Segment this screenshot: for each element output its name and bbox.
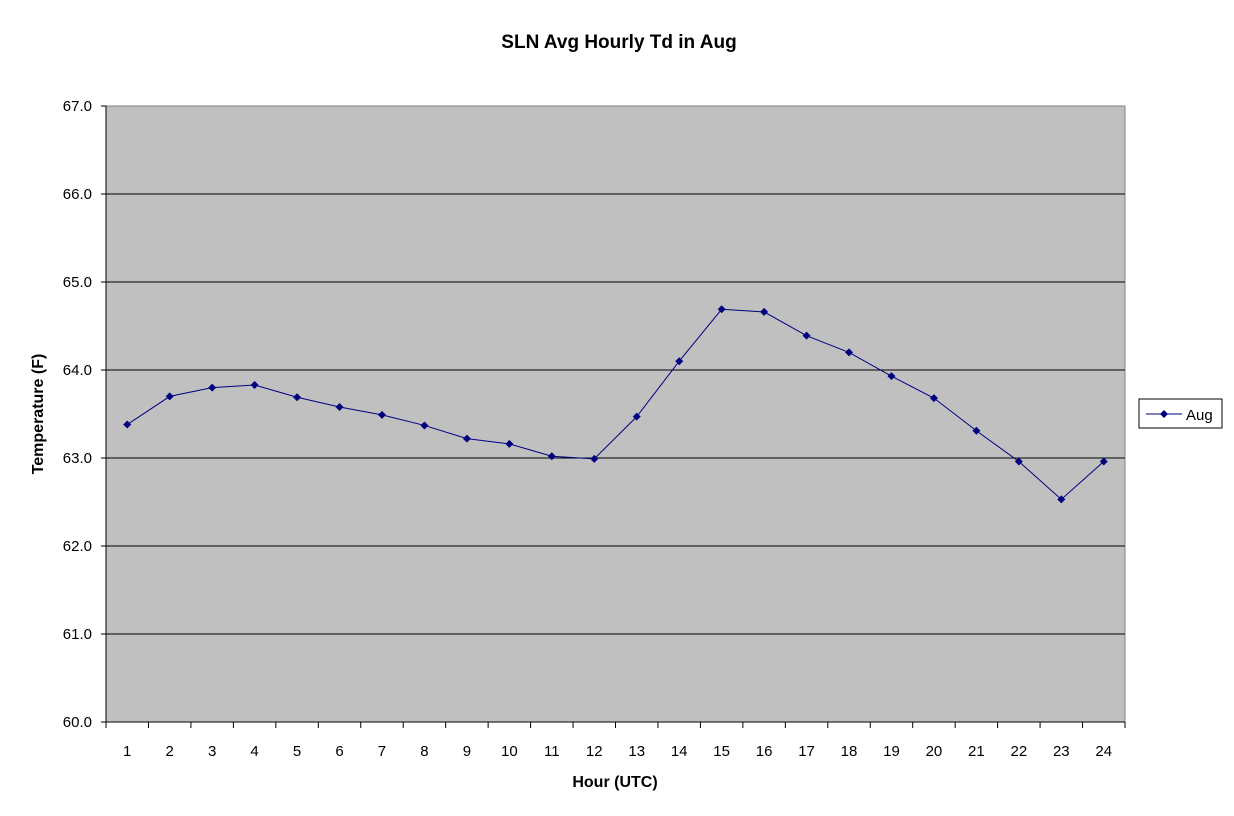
x-axis-title: Hour (UTC) <box>572 774 657 791</box>
x-tick-label: 9 <box>463 743 471 760</box>
y-tick-label: 67.0 <box>63 98 92 115</box>
x-tick-label: 10 <box>501 743 518 760</box>
legend: Aug <box>1138 398 1223 429</box>
data-point <box>717 305 726 314</box>
y-tick-label: 61.0 <box>63 626 92 643</box>
x-tick-label: 20 <box>926 743 943 760</box>
y-axis-title: Temperature (F) <box>30 354 47 475</box>
x-tick-label: 1 <box>123 743 131 760</box>
y-axis: 60.0 61.0 62.0 63.0 64.0 65.0 66.0 67.0 <box>63 98 107 731</box>
y-tick-label: 65.0 <box>63 274 92 291</box>
series-aug <box>123 305 1108 504</box>
data-point <box>1014 457 1023 466</box>
data-point <box>377 410 386 419</box>
plot-area <box>105 105 1126 723</box>
series-line <box>126 308 1105 501</box>
gridlines <box>106 193 1125 635</box>
data-point <box>335 402 344 411</box>
x-tick-label: 15 <box>713 743 730 760</box>
x-tick-label: 5 <box>293 743 301 760</box>
data-point <box>1099 457 1108 466</box>
data-point <box>420 421 429 430</box>
y-tick-label: 66.0 <box>63 186 92 203</box>
data-point <box>165 392 174 401</box>
x-tick-label: 23 <box>1053 743 1070 760</box>
data-point <box>123 420 132 429</box>
y-tick-label: 63.0 <box>63 450 92 467</box>
data-point <box>547 452 556 461</box>
x-tick-label: 8 <box>420 743 428 760</box>
x-tick-label: 22 <box>1011 743 1028 760</box>
legend-marker-icon <box>1160 410 1168 418</box>
data-point <box>760 307 769 316</box>
x-tick-label: 18 <box>841 743 858 760</box>
data-point <box>1057 495 1066 504</box>
data-point <box>462 434 471 443</box>
data-point <box>632 412 641 421</box>
y-tick-label: 64.0 <box>63 362 92 379</box>
data-point <box>802 331 811 340</box>
x-tick-label: 24 <box>1095 743 1112 760</box>
x-tick-label: 6 <box>335 743 343 760</box>
data-point <box>208 383 217 392</box>
x-tick-label: 14 <box>671 743 688 760</box>
x-tick-label: 12 <box>586 743 603 760</box>
data-point <box>293 393 302 402</box>
data-point <box>675 357 684 366</box>
x-tick-label: 2 <box>166 743 174 760</box>
x-tick-label: 4 <box>250 743 258 760</box>
x-axis: 1 2 3 4 5 6 7 8 9 10 11 12 13 14 15 16 17 18 19 20 21 22 23 24 <box>105 721 1126 760</box>
x-tick-label: 17 <box>798 743 815 760</box>
chart-title: SLN Avg Hourly Td in Aug <box>501 32 736 53</box>
data-point <box>887 372 896 381</box>
data-point <box>505 439 514 448</box>
x-tick-label: 11 <box>544 743 560 760</box>
x-tick-label: 3 <box>208 743 216 760</box>
data-point <box>929 394 938 403</box>
x-tick-label: 13 <box>628 743 645 760</box>
x-tick-label: 16 <box>756 743 773 760</box>
x-tick-label: 21 <box>968 743 985 760</box>
x-tick-label: 19 <box>883 743 900 760</box>
data-point <box>250 380 259 389</box>
data-point <box>590 454 599 463</box>
data-point <box>972 426 981 435</box>
y-tick-label: 62.0 <box>63 538 92 555</box>
x-tick-label: 7 <box>378 743 386 760</box>
data-point <box>845 348 854 357</box>
legend-label-aug: Aug <box>1186 407 1213 424</box>
y-tick-label: 60.0 <box>63 714 92 731</box>
